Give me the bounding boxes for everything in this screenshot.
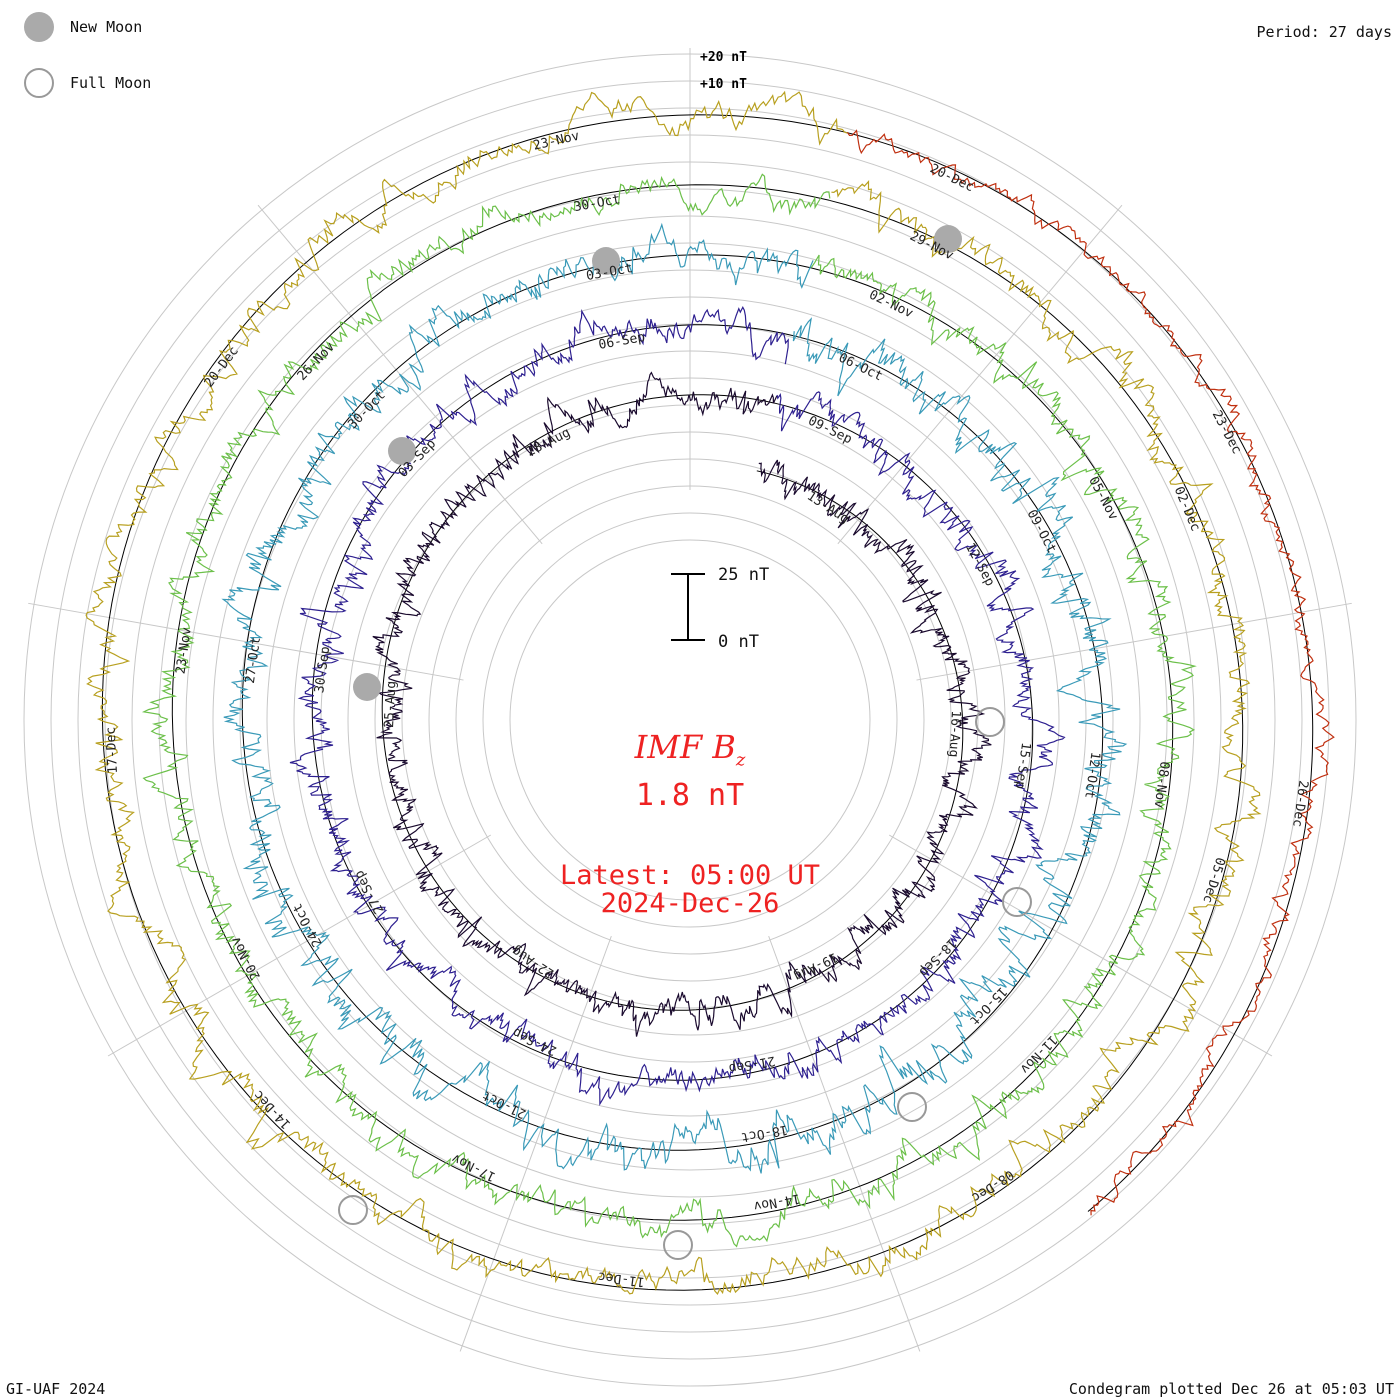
outer-scale-label-10: +10 nT (700, 77, 747, 92)
new-moon-label: New Moon (70, 18, 143, 36)
new-moon-marker (592, 247, 620, 275)
baseline-spiral (311, 324, 1034, 1081)
new-moon-icon (24, 12, 54, 42)
new-moon-marker (388, 437, 416, 465)
grid-rings (23, 48, 1357, 1387)
date-label: 20-Nov (228, 934, 263, 983)
date-label: 26-Dec (1289, 779, 1310, 828)
date-label: 15-Sep (1012, 741, 1033, 790)
date-label: 06-Oct (836, 350, 885, 384)
date-label: 16-Aug (946, 710, 963, 758)
grid-ring (482, 512, 898, 928)
date-label: 18-Oct (740, 1121, 789, 1144)
baseline-spiral (847, 132, 1314, 1212)
parameter-title: IMF Bz (0, 728, 1380, 770)
date-label: 12-Sep (962, 541, 997, 590)
date-label: 30-Sep (312, 645, 333, 694)
date-label: 19-Aug (791, 949, 840, 984)
new-moon-marker (934, 225, 962, 253)
full-moon-marker (1002, 887, 1032, 917)
legend-new-moon: New Moon (24, 12, 142, 42)
period-label: Period: 27 days (1256, 23, 1392, 41)
latest-date: 2024-Dec-26 (600, 888, 780, 919)
grid-spoke (888, 834, 1273, 1057)
date-label: 08-Dec (969, 1167, 1017, 1205)
date-label: 11-Dec (597, 1268, 645, 1289)
date-label: 26-Nov (295, 340, 338, 384)
series-trace-2 (289, 305, 1066, 1107)
grid-ring (509, 539, 871, 901)
series-trace-6 (846, 129, 1335, 1216)
grid-ring (374, 404, 1006, 1036)
grid-spoke (459, 935, 612, 1352)
data-traces (85, 90, 1335, 1295)
date-label: 02-Dec (1171, 485, 1203, 534)
date-label: 30-Oct (345, 388, 388, 432)
latest-time: Latest: 05:00 UT (559, 860, 821, 891)
date-label: 23-Dec (1209, 408, 1244, 456)
date-label: 09-Oct (1024, 507, 1059, 555)
footer-credit: GI-UAF 2024 (6, 1380, 106, 1398)
series-trace-3 (221, 222, 1128, 1174)
grid-spoke (837, 204, 1123, 545)
legend-full-moon: Full Moon (24, 68, 151, 98)
scale-bar-bottom-label: 0 nT (718, 632, 759, 652)
full-moon-marker (663, 1230, 693, 1260)
moon-markers (338, 225, 1032, 1260)
grid-spoke (768, 935, 921, 1352)
full-moon-marker (897, 1092, 927, 1122)
date-label: 02-Nov (867, 287, 916, 321)
series-trace-4 (141, 173, 1197, 1248)
full-moon-marker (975, 707, 1005, 737)
date-label: 12-Oct (1081, 751, 1102, 800)
footer-plot-time: Condegram plotted Dec 26 at 05:03 UT (1068, 1380, 1394, 1398)
date-label: 17-Nov (449, 1150, 498, 1184)
date-label: 14-Nov (752, 1190, 801, 1213)
baseline-spiral (241, 254, 1104, 1151)
date-label: 21-Oct (480, 1087, 529, 1121)
parameter-subscript: z (735, 749, 746, 771)
date-label: 08-Nov (1151, 760, 1172, 809)
full-moon-icon (24, 68, 54, 98)
grid-ring (401, 431, 979, 1009)
full-moon-label: Full Moon (70, 74, 152, 92)
outer-scale-label-20: +20 nT (700, 50, 747, 65)
current-value: 1.8 nT (635, 778, 745, 813)
date-label: 24-Sep (510, 1024, 559, 1058)
scale-bar (671, 573, 705, 641)
parameter-name: IMF B (634, 728, 736, 766)
date-label: 27-Oct (243, 636, 264, 685)
grid-spoke (28, 602, 464, 681)
date-label: 03-Oct (585, 261, 634, 284)
series-trace-5 (85, 90, 1262, 1295)
date-label: 25-Aug (382, 680, 399, 728)
full-moon-marker (338, 1195, 368, 1225)
date-label: 17-Dec (104, 726, 121, 774)
grid-spoke (916, 602, 1352, 681)
date-label: 23-Nov (174, 626, 195, 675)
series-trace-1 (372, 371, 992, 1037)
new-moon-marker (353, 673, 381, 701)
baseline-spiral (171, 184, 1174, 1221)
date-label: 28-Aug (524, 425, 573, 460)
scale-bar-top-label: 25 nT (718, 565, 769, 585)
